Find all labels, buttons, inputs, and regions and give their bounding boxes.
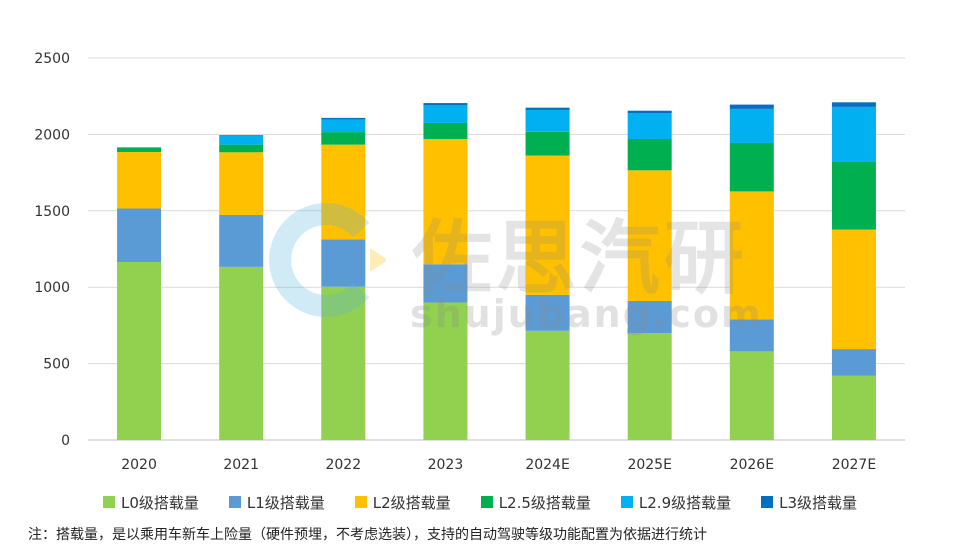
bar-segment-2027E-2 xyxy=(831,229,876,350)
bar-segment-2025E-3 xyxy=(627,138,672,171)
bar-segment-2023-0 xyxy=(423,302,468,440)
watermark-name: 佐思汽研 xyxy=(412,212,748,305)
legend-swatch-l1 xyxy=(228,496,241,508)
bar-segment-2025E-4 xyxy=(627,113,672,139)
y-tick-label: 1000 xyxy=(34,280,70,296)
bar-segment-2020-0 xyxy=(117,261,162,440)
y-tick-label: 0 xyxy=(61,433,70,449)
bar-segment-2023-4 xyxy=(423,105,468,123)
legend-label-l2: L2级搭载量 xyxy=(372,493,451,512)
bar-segment-2027E-5 xyxy=(831,102,876,107)
x-tick-label: 2025E xyxy=(627,457,671,473)
bar-segment-2023-5 xyxy=(423,103,468,106)
legend-label-l3: L3级搭载量 xyxy=(779,493,858,512)
legend-swatch-l0 xyxy=(102,496,115,508)
bar-segment-2024E-5 xyxy=(525,107,570,110)
legend-item-l3: L3级搭载量 xyxy=(761,492,857,513)
bar-segment-2025E-2 xyxy=(627,170,672,301)
legend-swatch-l2-5 xyxy=(480,496,493,508)
bar-segment-2020-1 xyxy=(117,208,162,262)
bar-segment-2022-1 xyxy=(321,239,366,287)
bar-segment-2026E-3 xyxy=(729,142,774,192)
bar-segment-2023-3 xyxy=(423,122,468,139)
x-tick-label: 2026E xyxy=(730,457,774,473)
bar-segment-2023-2 xyxy=(423,138,468,265)
bar-segment-2027E-0 xyxy=(831,375,876,440)
bar-segment-2021-2 xyxy=(219,152,264,215)
bar-segment-2026E-1 xyxy=(729,319,774,352)
x-tick-label: 2023 xyxy=(428,457,464,473)
bar-segment-2021-3 xyxy=(219,144,264,153)
bar-segment-2021-0 xyxy=(219,266,264,440)
bar-segment-2021-1 xyxy=(219,214,264,267)
bar-segment-2023-1 xyxy=(423,264,468,303)
bar-segment-2026E-5 xyxy=(729,104,774,109)
chart-footnote: 注：搭载量，是以乘用车新车上险量（硬件预埋，不考虑选装），支持的自动驾驶等级功能… xyxy=(28,527,707,543)
x-tick-label: 2024E xyxy=(525,457,569,473)
watermark-logo xyxy=(266,200,388,320)
bar-segment-2020-2 xyxy=(117,151,162,209)
stacked-bar-chart: 0 500 1000 1500 2000 2500 2020 2021 2022 2023 2024… xyxy=(34,51,905,473)
watermark-url: shujubang.com xyxy=(410,292,763,336)
legend-swatch-l2 xyxy=(354,496,367,508)
legend-label-l0: L0级搭载量 xyxy=(120,493,199,512)
bar-segment-2024E-2 xyxy=(525,155,570,295)
bar-segment-2022-5 xyxy=(321,117,366,120)
bar-segment-2027E-1 xyxy=(831,349,876,376)
legend-item-l2-9: L2.9级搭载量 xyxy=(620,492,732,513)
y-tick-label: 2500 xyxy=(34,51,70,67)
bar-segment-2024E-4 xyxy=(525,109,570,132)
bar-segment-2022-3 xyxy=(321,132,366,145)
bar-segment-2024E-1 xyxy=(525,294,570,331)
legend-label-l2-5: L2.5级搭载量 xyxy=(498,493,591,512)
legend-label-l2-9: L2.9级搭载量 xyxy=(638,493,732,512)
bar-segment-2025E-5 xyxy=(627,110,672,114)
chart-legend: L0级搭载量 L1级搭载量 L2级搭载量 L2.5级搭载量 L2.9级搭载量 L… xyxy=(0,490,960,514)
y-tick-label: 1500 xyxy=(34,204,70,220)
bar-segment-2020-3 xyxy=(117,147,162,152)
bar-segment-2025E-1 xyxy=(627,300,672,334)
bar-segment-2022-2 xyxy=(321,144,366,240)
legend-label-l1: L1级搭载量 xyxy=(246,493,325,512)
x-tick-label: 2021 xyxy=(223,457,259,473)
bar-segment-2024E-3 xyxy=(525,131,570,156)
bar-segment-2026E-2 xyxy=(729,191,774,320)
bar-segment-2026E-4 xyxy=(729,108,774,143)
legend-item-l2-5: L2.5级搭载量 xyxy=(480,492,591,513)
legend-item-l0: L0级搭载量 xyxy=(102,492,199,513)
x-tick-label: 2020 xyxy=(121,457,157,473)
legend-item-l2: L2级搭载量 xyxy=(354,492,451,513)
y-tick-label: 2000 xyxy=(34,127,70,143)
bar-segment-2021-4 xyxy=(219,135,264,145)
y-tick-label: 500 xyxy=(43,357,70,373)
bar-segment-2025E-0 xyxy=(627,333,672,440)
bar-segment-2027E-3 xyxy=(831,161,876,230)
bar-segment-2022-4 xyxy=(321,119,366,133)
legend-swatch-l2-9 xyxy=(620,496,633,508)
x-tick-label: 2022 xyxy=(325,457,361,473)
legend-item-l1: L1级搭载量 xyxy=(228,492,325,513)
bar-segment-2026E-0 xyxy=(729,351,774,440)
x-tick-label: 2027E xyxy=(832,457,876,473)
bar-segment-2027E-4 xyxy=(831,106,876,162)
legend-swatch-l3 xyxy=(761,496,774,508)
bar-segment-2024E-0 xyxy=(525,330,570,440)
bar-segment-2021-5 xyxy=(219,135,264,136)
bar-segment-2022-0 xyxy=(321,286,366,440)
